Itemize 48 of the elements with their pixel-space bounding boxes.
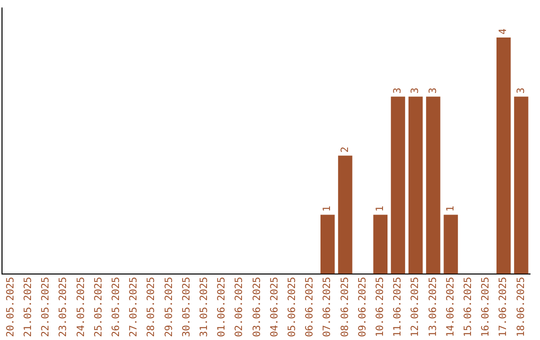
x-tick-label: 04.06.2025 bbox=[269, 276, 280, 338]
x-tick-label: 21.05.2025 bbox=[22, 276, 34, 338]
x-tick-label: 17.06.2025 bbox=[498, 276, 510, 338]
x-tick-label: 22.05.2025 bbox=[40, 276, 52, 338]
x-tick-label: 12.06.2025 bbox=[410, 276, 422, 338]
x-tick-label: 16.06.2025 bbox=[480, 276, 492, 338]
bar bbox=[496, 38, 511, 274]
x-tick-label: 14.06.2025 bbox=[445, 276, 456, 338]
x-tick-label: 02.06.2025 bbox=[234, 276, 246, 338]
data-label: 3 bbox=[428, 88, 439, 94]
x-tick-label: 15.06.2025 bbox=[462, 276, 474, 338]
bar bbox=[514, 96, 528, 274]
data-label: 3 bbox=[516, 88, 527, 94]
x-tick-label: 06.06.2025 bbox=[304, 276, 316, 338]
x-tick-label: 11.06.2025 bbox=[392, 276, 404, 338]
data-label: 3 bbox=[410, 88, 422, 94]
bar bbox=[338, 156, 352, 274]
x-tick-label: 05.06.2025 bbox=[286, 276, 298, 338]
bar bbox=[426, 96, 440, 274]
x-tick-label: 01.06.2025 bbox=[216, 276, 228, 338]
x-tick-label: 23.05.2025 bbox=[58, 276, 70, 338]
bar bbox=[390, 96, 406, 274]
data-label: 2 bbox=[340, 146, 351, 153]
x-tick-label: 26.05.2025 bbox=[110, 276, 122, 338]
x-tick-label: 10.06.2025 bbox=[374, 276, 386, 338]
x-tick-label: 20.05.2025 bbox=[5, 276, 16, 338]
data-label: 3 bbox=[392, 88, 404, 94]
x-tick-label: 27.05.2025 bbox=[128, 276, 140, 338]
data-label: 1 bbox=[322, 206, 334, 212]
x-tick-label: 09.06.2025 bbox=[357, 276, 368, 338]
x-tick-label: 18.06.2025 bbox=[516, 276, 527, 338]
x-tick-label: 08.06.2025 bbox=[340, 276, 351, 338]
bar bbox=[320, 214, 335, 274]
x-tick-label: 13.06.2025 bbox=[428, 276, 439, 338]
data-label: 4 bbox=[498, 28, 510, 35]
x-tick-label: 25.05.2025 bbox=[93, 276, 104, 338]
x-tick-label: 24.05.2025 bbox=[76, 276, 87, 338]
bar bbox=[408, 96, 423, 274]
x-tick-label: 29.05.2025 bbox=[164, 276, 175, 338]
data-label: 1 bbox=[374, 206, 386, 212]
x-tick-label: 31.05.2025 bbox=[198, 276, 210, 338]
bar bbox=[373, 214, 388, 274]
bar bbox=[444, 214, 458, 274]
x-tick-label: 28.05.2025 bbox=[146, 276, 158, 338]
x-tick-label: 30.05.2025 bbox=[181, 276, 192, 338]
x-tick-label: 03.06.2025 bbox=[252, 276, 263, 338]
data-label: 1 bbox=[445, 206, 456, 212]
x-tick-label: 07.06.2025 bbox=[322, 276, 334, 338]
